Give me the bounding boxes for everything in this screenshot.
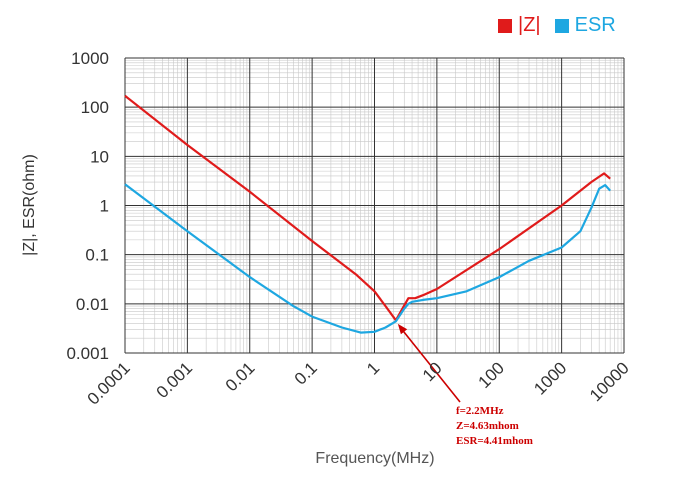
x-tick-label: 0.001 — [153, 358, 197, 402]
x-tick-label: 100 — [475, 358, 508, 391]
annotation-line-frequency: f=2.2MHz — [456, 405, 504, 417]
annotation-line-z: Z=4.63mhom — [456, 420, 519, 432]
y-tick-label: 0.001 — [66, 344, 109, 363]
x-tick-labels: 0.0001 0.001 0.01 0.1 1 10 100 1000 10000 — [84, 358, 633, 408]
legend-label-z: |Z| — [518, 14, 541, 36]
annotation-arrow-line — [399, 326, 461, 403]
y-tick-label: 10 — [90, 147, 109, 166]
y-tick-labels: 1000 100 10 1 0.1 0.01 0.001 — [66, 49, 109, 363]
legend: |Z| ESR — [498, 14, 630, 37]
legend-label-esr: ESR — [574, 14, 616, 36]
esr-series-line — [124, 183, 612, 334]
x-tick-label: 10 — [419, 358, 446, 385]
x-tick-label: 0.0001 — [84, 358, 134, 408]
x-tick-label: 1000 — [530, 358, 570, 398]
y-tick-label: 0.1 — [85, 246, 109, 265]
x-tick-label: 1 — [363, 358, 383, 378]
annotation-text: f=2.2MHz Z=4.63mhom ESR=4.41mhom — [456, 404, 533, 449]
y-tick-label: 0.01 — [76, 295, 109, 314]
annotation-arrow — [397, 323, 461, 403]
x-tick-label: 0.1 — [291, 358, 321, 388]
x-axis-label: Frequency(MHz) — [315, 450, 435, 467]
annotation-arrow-head — [397, 323, 408, 335]
legend-swatch-z — [498, 18, 512, 33]
z-series-line — [124, 94, 611, 322]
y-tick-label: 1000 — [71, 49, 109, 68]
series-layer — [124, 94, 612, 334]
x-tick-label: 0.01 — [222, 358, 259, 395]
annotation-line-esr: ESR=4.41mhom — [456, 435, 533, 447]
y-tick-label: 100 — [81, 98, 109, 117]
x-tick-label: 10000 — [586, 358, 633, 405]
y-tick-label: 1 — [100, 197, 109, 216]
legend-swatch-esr — [554, 18, 569, 33]
y-axis-label: |Z|, ESR(ohm) — [21, 154, 38, 256]
